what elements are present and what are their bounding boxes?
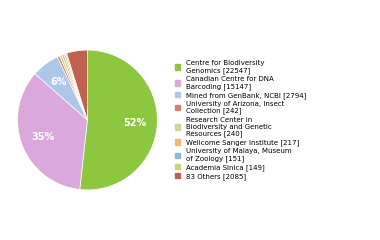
Wedge shape [64,54,87,120]
Text: 52%: 52% [123,118,147,128]
Wedge shape [60,55,87,120]
Wedge shape [65,53,87,120]
Wedge shape [80,50,157,190]
Wedge shape [57,56,87,120]
Wedge shape [17,74,87,190]
Wedge shape [62,54,87,120]
Text: 35%: 35% [32,132,55,142]
Wedge shape [67,50,87,120]
Text: 6%: 6% [51,77,67,87]
Legend: Centre for Biodiversity
Genomics [22547], Canadian Centre for DNA
Barcoding [151: Centre for Biodiversity Genomics [22547]… [175,60,306,180]
Wedge shape [35,57,87,120]
